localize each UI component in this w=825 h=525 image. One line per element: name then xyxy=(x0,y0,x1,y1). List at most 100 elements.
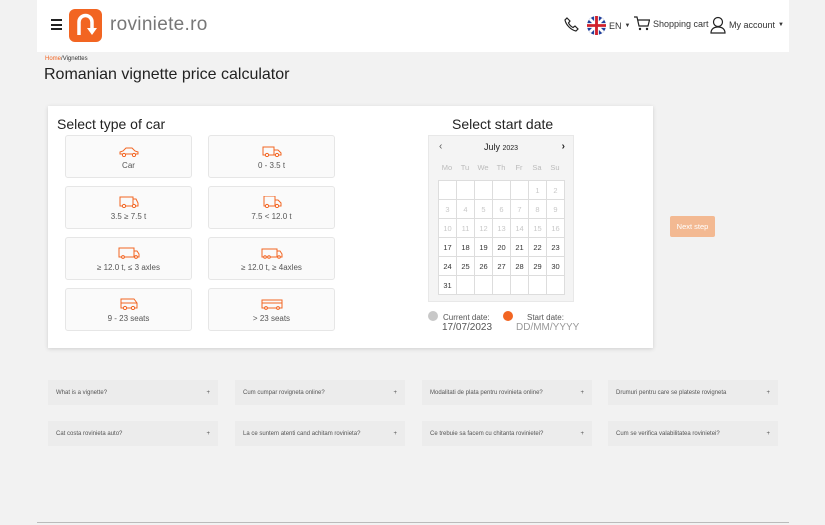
calendar-day: 4 xyxy=(457,200,475,219)
account-menu[interactable]: My account ▼ xyxy=(710,16,784,34)
breadcrumb-current: Vignettes xyxy=(62,56,88,62)
faq-question: Drumuri pentru care se plateste rovignet… xyxy=(616,389,727,396)
calendar-day[interactable]: 21 xyxy=(511,238,529,257)
uk-flag-icon xyxy=(587,16,606,35)
weekday-label: Su xyxy=(550,163,560,172)
calendar-day[interactable]: 28 xyxy=(511,257,529,276)
calendar-day[interactable]: 25 xyxy=(457,257,475,276)
chevron-down-icon: ▼ xyxy=(778,22,784,28)
calendar-day: 12 xyxy=(475,219,493,238)
faq-item[interactable]: Cum se verifica valabilitatea rovinietei… xyxy=(608,421,778,446)
current-date-value: 17/07/2023 xyxy=(442,322,493,333)
calendar-day[interactable]: 30 xyxy=(547,257,565,276)
next-step-button[interactable]: Next step xyxy=(670,216,715,237)
plus-icon: + xyxy=(580,430,584,437)
faq-item[interactable]: Cum cumpar rovigneta online? + xyxy=(235,380,405,405)
next-month-button[interactable]: › xyxy=(561,141,565,152)
calendar-day: 8 xyxy=(529,200,547,219)
calendar-day[interactable]: 18 xyxy=(457,238,475,257)
calendar-day[interactable]: 22 xyxy=(529,238,547,257)
vehicle-option[interactable]: 7.5 < 12.0 t xyxy=(208,186,335,229)
calendar-empty-cell xyxy=(547,276,565,295)
calendar-day[interactable]: 26 xyxy=(475,257,493,276)
faq-question: Cum cumpar rovigneta online? xyxy=(243,389,325,396)
faq-question: Cat costa rovinieta auto? xyxy=(56,430,123,437)
calendar-day[interactable]: 23 xyxy=(547,238,565,257)
calendar-day[interactable]: 17 xyxy=(439,238,457,257)
calendar-empty-cell xyxy=(511,276,529,295)
faq-question: What is a vignette? xyxy=(56,389,108,396)
date-section-title: Select start date xyxy=(452,116,554,132)
weekday-label: Fr xyxy=(515,163,523,172)
bus-icon xyxy=(261,299,282,310)
prev-month-button[interactable]: ‹ xyxy=(439,141,443,152)
logo[interactable] xyxy=(69,9,102,42)
calendar-day[interactable]: 31 xyxy=(439,276,457,295)
phone-icon[interactable] xyxy=(564,16,580,32)
calendar-day: 2 xyxy=(547,181,565,200)
plus-icon: + xyxy=(580,389,584,396)
calendar-day[interactable]: 27 xyxy=(493,257,511,276)
cart-label: Shopping cart xyxy=(653,18,709,29)
calendar-empty-cell xyxy=(439,181,457,200)
faq-item[interactable]: La ce suntem atenti cand achitam rovinie… xyxy=(235,421,405,446)
footer-divider xyxy=(37,522,789,523)
vehicle-option[interactable]: > 23 seats xyxy=(208,288,335,331)
brand-name[interactable]: roviniete.ro xyxy=(110,14,208,35)
calendar-day: 3 xyxy=(439,200,457,219)
vehicle-option[interactable]: 9 - 23 seats xyxy=(65,288,192,331)
faq-item[interactable]: Modalitati de plata pentru rovinieta onl… xyxy=(422,380,592,405)
plus-icon: + xyxy=(766,389,770,396)
weekday-label: Sa xyxy=(532,163,542,172)
calendar-empty-cell xyxy=(511,181,529,200)
cart-icon xyxy=(634,16,650,31)
truck-icon xyxy=(263,196,281,208)
breadcrumb: Home/Vignettes xyxy=(45,56,88,62)
truck-large-icon xyxy=(118,247,139,259)
vehicle-label: 0 - 3.5 t xyxy=(257,161,286,170)
vehicle-label: 7.5 < 12.0 t xyxy=(251,212,292,221)
vehicle-label: Car xyxy=(122,161,135,170)
car-section-title: Select type of car xyxy=(57,116,166,132)
vehicle-option[interactable]: 3.5 ≥ 7.5 t xyxy=(65,186,192,229)
vehicle-option[interactable]: Car xyxy=(65,135,192,178)
menu-icon[interactable] xyxy=(51,19,62,30)
calendar-day: 5 xyxy=(475,200,493,219)
chevron-down-icon: ▼ xyxy=(624,22,631,29)
minibus-icon xyxy=(120,298,137,310)
vehicle-option[interactable]: 0 - 3.5 t xyxy=(208,135,335,178)
calendar-day: 15 xyxy=(529,219,547,238)
calendar-empty-cell xyxy=(493,276,511,295)
faq-item[interactable]: Ce trebuie sa facem cu chitanta roviniet… xyxy=(422,421,592,446)
calendar-day[interactable]: 20 xyxy=(493,238,511,257)
calendar-empty-cell xyxy=(493,181,511,200)
calendar-day: 13 xyxy=(493,219,511,238)
faq-item[interactable]: Drumuri pentru care se plateste rovignet… xyxy=(608,380,778,405)
language-selector[interactable]: EN ▼ xyxy=(587,16,630,35)
calendar-empty-cell xyxy=(529,276,547,295)
shopping-cart-link[interactable]: Shopping cart xyxy=(634,16,709,31)
faq-question: Cum se verifica valabilitatea rovinietei… xyxy=(616,430,720,437)
breadcrumb-home[interactable]: Home xyxy=(45,56,62,62)
vehicle-label: ≥ 12.0 t, ≥ 4axles xyxy=(241,263,302,272)
truck-trailer-icon xyxy=(261,248,282,259)
calendar-day: 10 xyxy=(439,219,457,238)
weekday-label: Mo xyxy=(441,163,453,172)
vehicle-label: > 23 seats xyxy=(252,314,291,323)
calendar-month: July 2023 xyxy=(483,142,519,152)
vehicle-option[interactable]: ≥ 12.0 t, ≤ 3 axles xyxy=(65,237,192,280)
calendar-day[interactable]: 19 xyxy=(475,238,493,257)
calendar-empty-cell xyxy=(475,276,493,295)
faq-item[interactable]: What is a vignette? + xyxy=(48,380,218,405)
calendar-day[interactable]: 29 xyxy=(529,257,547,276)
plus-icon: + xyxy=(393,430,397,437)
vehicle-label: 9 - 23 seats xyxy=(107,314,150,323)
faq-item[interactable]: Cat costa rovinieta auto? + xyxy=(48,421,218,446)
start-date-value: DD/MM/YYYY xyxy=(516,322,580,333)
start-date-dot xyxy=(503,311,513,321)
calendar-day[interactable]: 24 xyxy=(439,257,457,276)
van-icon xyxy=(262,146,281,157)
vehicle-label: 3.5 ≥ 7.5 t xyxy=(110,212,147,221)
calendar-day: 16 xyxy=(547,219,565,238)
vehicle-option[interactable]: ≥ 12.0 t, ≥ 4axles xyxy=(208,237,335,280)
